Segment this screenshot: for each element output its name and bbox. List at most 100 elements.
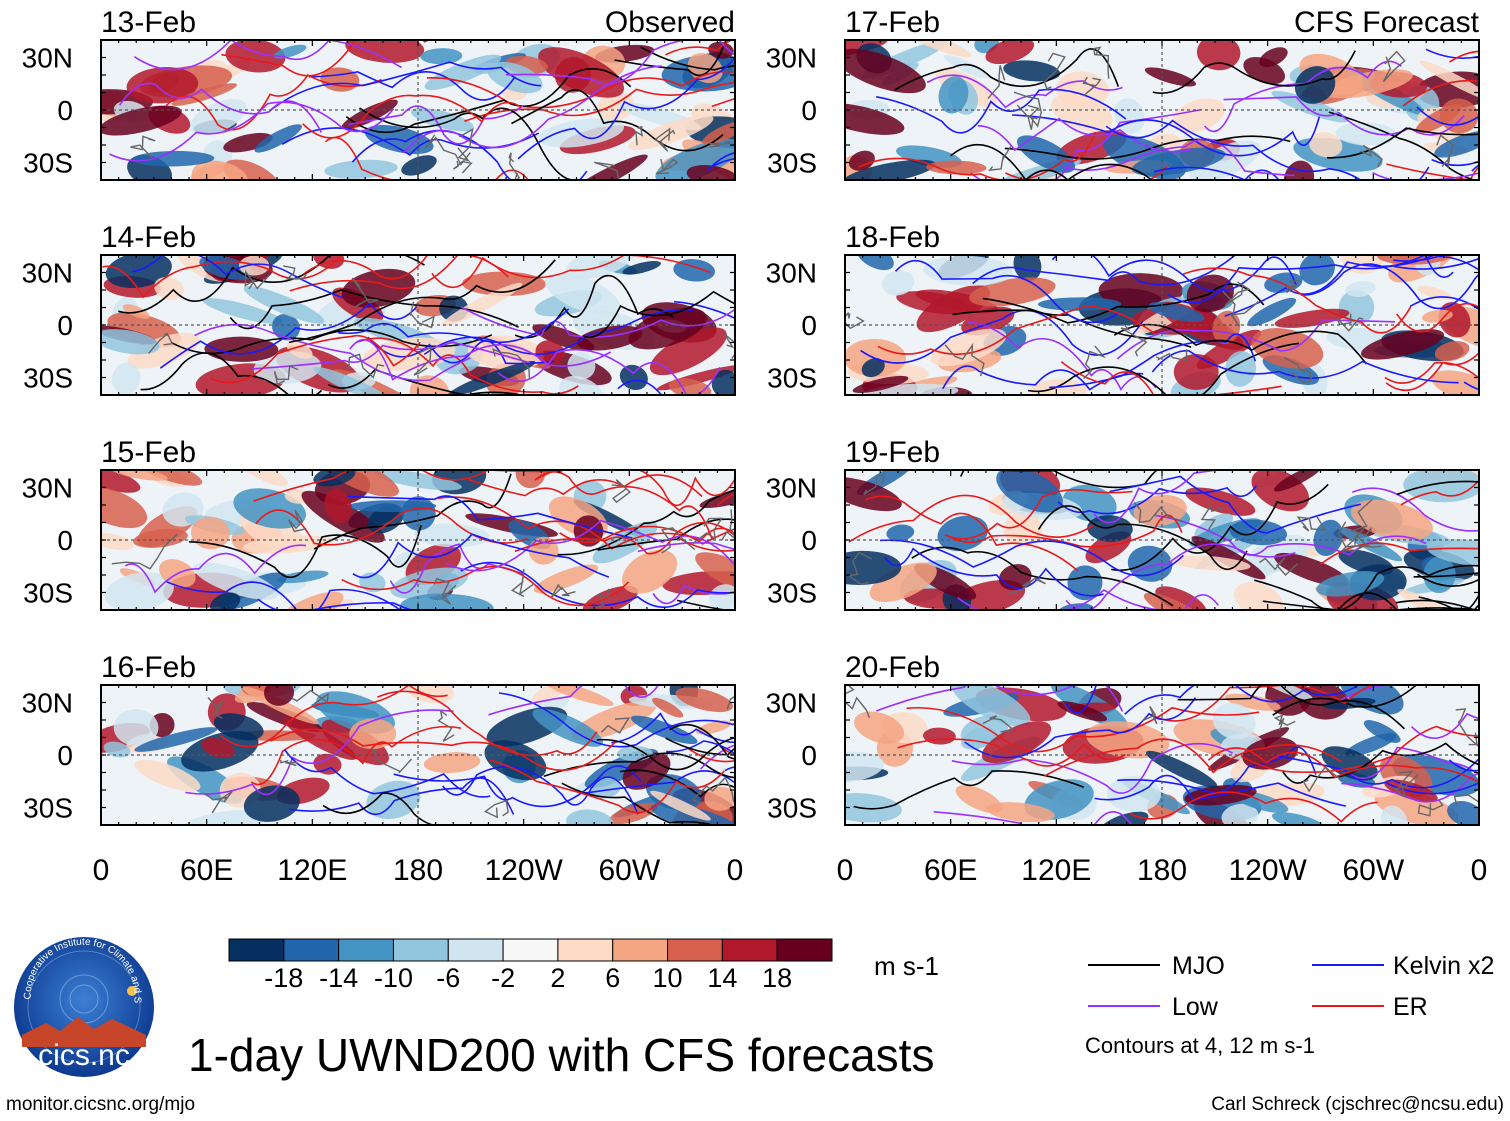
y-tick-label: 30S [23,363,73,394]
anomaly-patch [126,67,199,104]
contour-line [1385,351,1479,392]
anomaly-patch [1321,746,1378,781]
anomaly-patch [1374,790,1459,825]
anomaly-patch [996,470,1063,513]
anomaly-patch [1299,255,1335,286]
contour-line [860,309,1144,364]
colorbar-label: -10 [374,963,413,993]
anomaly-patch [1426,539,1479,567]
contour-line [876,88,1127,134]
anomaly-patch [608,802,658,825]
contour-line [1093,470,1312,524]
anomaly-patch [1294,66,1336,104]
anomaly-patch [1423,556,1456,594]
contour-line [517,56,735,160]
contour-line [313,473,512,550]
y-tick-label: 0 [801,95,817,126]
coastline [634,126,644,146]
contour-line [1224,255,1437,317]
contour-line [1386,163,1479,180]
y-tick-label: 30N [22,473,73,504]
coastline [1337,521,1370,548]
contour-line [468,474,703,498]
legend-kelvin-label: Kelvin x2 [1393,952,1495,980]
anomaly-patch [104,572,174,610]
contour-line [906,706,1260,753]
contour-line [1341,772,1479,803]
coastline [1296,516,1327,532]
anomaly-patch [1415,104,1462,134]
contour-line [1167,255,1454,304]
coastline [611,479,631,504]
map-panel-17-feb: 30N 0 30S 17-Feb CFS Forecast [766,6,1480,181]
panel-date: 17-Feb [845,6,940,39]
anomaly-patch [544,273,620,315]
contour-line [611,712,735,744]
anomaly-patch [582,585,639,610]
anomaly-patch [1273,470,1323,492]
contour-line [1418,593,1479,610]
anomaly-patch [904,40,972,58]
contour-line [345,68,632,134]
contour-line [489,759,725,814]
contour-line [444,519,735,572]
coastline [291,689,329,705]
anomaly-patch [538,118,625,148]
anomaly-patch [1345,281,1376,297]
x-tick-label: 60E [180,854,233,887]
coastline [1360,144,1383,167]
contour-line [959,470,1193,489]
anomaly-patch [133,528,188,548]
anomaly-patch [1419,60,1479,101]
coastline [1155,349,1188,362]
contour-line [431,255,711,289]
anomaly-patch [127,332,200,369]
anomaly-patch [981,721,1052,764]
map-panel-14-feb: 30N 0 30S 14-Feb [22,221,736,396]
coastline [1082,76,1102,97]
contour-line [1111,483,1329,572]
contour-line [1109,475,1361,534]
x-tick-label: 180 [1137,854,1187,887]
x-tick-label: 120W [484,854,563,887]
contour-line [1240,725,1479,774]
anomaly-patch [1127,545,1173,582]
anomaly-patch [225,40,286,73]
figure-title: 1-day UWND200 with CFS forecasts [188,1029,935,1081]
wind-anomaly-field [845,685,1479,825]
contour-line [1124,685,1360,715]
x-tick-label: 60E [924,854,977,887]
anomaly-patch [1417,285,1452,300]
logo-text: cics.nc [38,1039,130,1072]
coastline [594,161,620,180]
colorbar-swatch [447,938,504,962]
contour-line [561,782,716,825]
contour-line [1282,742,1479,784]
coastline [845,311,865,330]
anomaly-patch [1229,519,1288,546]
colorbar: -18 -14 -10 -6 -2 2 6 10 14 18 [228,938,833,993]
coastline [1224,281,1251,307]
contour-line [893,48,1120,91]
contour-line [140,352,323,395]
anomaly-patch [243,785,300,822]
contour-line [1151,349,1459,384]
anomaly-patch [845,477,902,512]
anomaly-patch [1261,685,1313,701]
wind-anomaly-field [101,255,735,395]
anomaly-patch [531,685,575,703]
anomaly-patch [317,470,399,497]
coastline [691,776,735,804]
panel-date: 16-Feb [101,651,196,684]
anomaly-patch [1221,803,1259,825]
contour-line [229,289,519,330]
coastline [1436,134,1454,168]
colorbar-label: -18 [264,963,303,993]
anomaly-patch [423,752,481,774]
coastline [1133,502,1183,524]
anomaly-patch [1234,582,1284,610]
contour-line [1417,573,1479,587]
anomaly-patch [366,780,421,820]
anomaly-patch [1259,47,1288,68]
